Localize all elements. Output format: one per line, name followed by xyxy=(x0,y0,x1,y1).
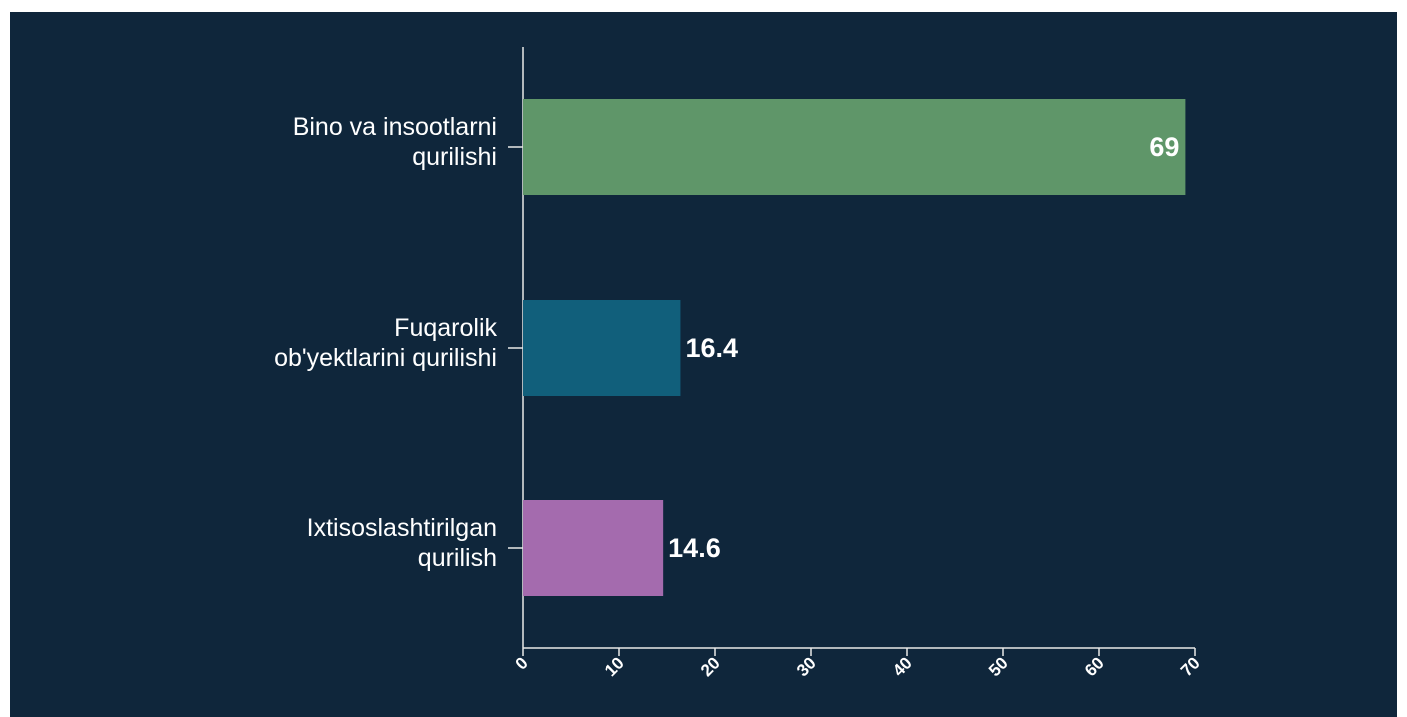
y-tick-label: qurilishi xyxy=(412,143,497,171)
bar xyxy=(523,500,664,596)
y-tick-label: Fuqarolik xyxy=(394,314,497,342)
y-tick-label: Ixtisoslashtirilgan xyxy=(307,514,497,542)
y-tick-label: ob'yektlarini qurilishi xyxy=(274,344,497,372)
value-label: 69 xyxy=(1149,132,1179,162)
value-label: 16.4 xyxy=(685,333,738,363)
y-tick-label: qurilish xyxy=(418,544,497,572)
value-label: 14.6 xyxy=(668,533,721,563)
y-tick-label: Bino va insootlarni xyxy=(293,113,497,141)
bar xyxy=(523,99,1186,195)
bar xyxy=(523,300,681,396)
